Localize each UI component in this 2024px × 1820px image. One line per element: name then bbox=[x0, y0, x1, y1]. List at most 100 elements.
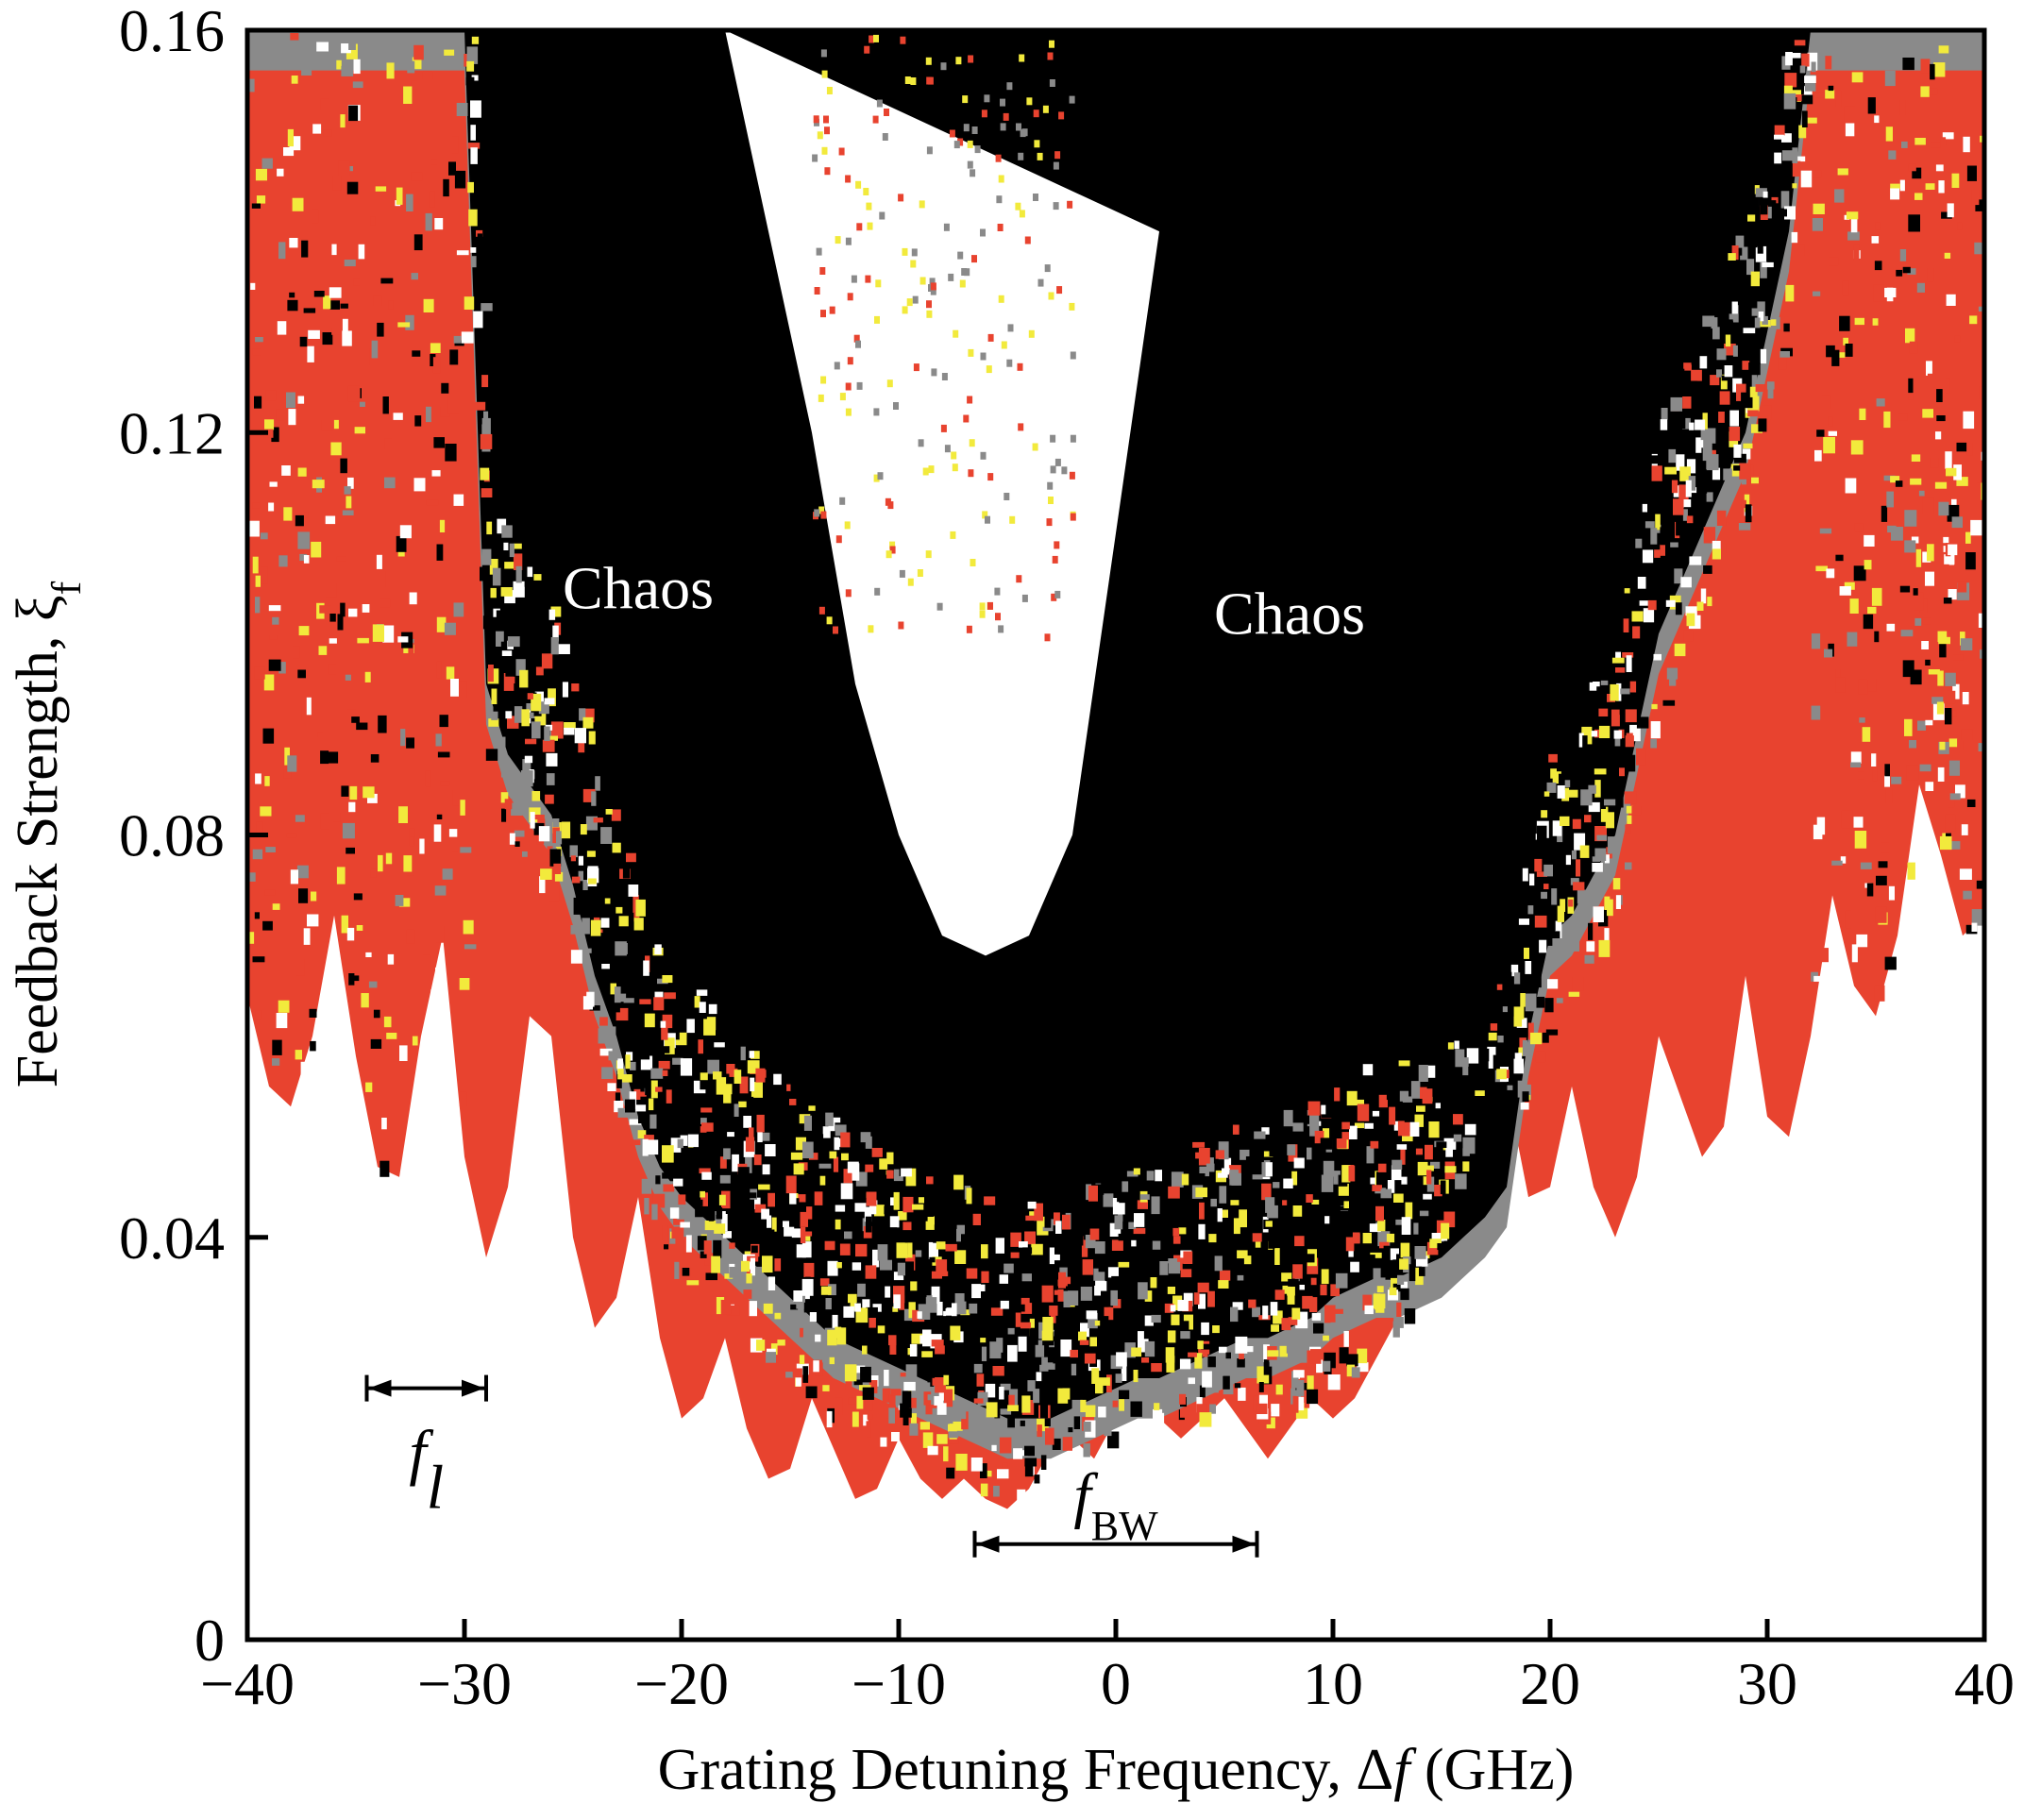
speckle bbox=[1118, 1261, 1130, 1268]
speckle bbox=[1112, 1400, 1119, 1407]
speckle bbox=[1316, 1359, 1323, 1373]
speckle bbox=[1230, 1200, 1240, 1205]
speckle bbox=[1710, 375, 1720, 386]
speckle bbox=[1936, 701, 1945, 715]
speckle bbox=[1010, 1252, 1020, 1258]
speckle bbox=[377, 322, 384, 337]
speckle bbox=[1556, 792, 1563, 807]
speckle bbox=[1122, 1181, 1129, 1192]
speckle bbox=[855, 1132, 863, 1138]
speckle bbox=[1054, 458, 1061, 466]
speckle bbox=[1258, 1141, 1266, 1150]
speckle bbox=[1524, 947, 1529, 959]
speckle bbox=[711, 1255, 720, 1273]
speckle bbox=[1619, 709, 1629, 716]
speckle bbox=[1694, 514, 1700, 520]
speckle bbox=[1732, 345, 1738, 357]
speckle bbox=[801, 1278, 814, 1296]
speckle bbox=[911, 1333, 923, 1344]
speckle bbox=[1598, 713, 1606, 729]
speckle bbox=[1787, 104, 1796, 116]
speckle bbox=[1574, 699, 1584, 716]
speckle bbox=[762, 1164, 770, 1175]
speckle bbox=[283, 147, 295, 157]
speckle bbox=[1914, 138, 1926, 145]
speckle bbox=[890, 1255, 897, 1271]
speckle bbox=[987, 333, 994, 342]
speckle bbox=[1429, 1239, 1442, 1249]
speckle bbox=[514, 543, 522, 549]
speckle bbox=[545, 794, 554, 804]
speckle bbox=[340, 114, 346, 128]
speckle bbox=[358, 244, 365, 260]
speckle bbox=[847, 1161, 859, 1173]
speckle bbox=[617, 1069, 624, 1080]
speckle bbox=[1660, 527, 1669, 546]
speckle bbox=[704, 1253, 714, 1266]
speckle bbox=[286, 833, 297, 838]
speckle bbox=[287, 299, 298, 312]
speckle bbox=[1963, 411, 1975, 430]
speckle bbox=[1896, 269, 1903, 277]
speckle bbox=[872, 115, 879, 124]
speckle bbox=[523, 746, 532, 753]
speckle bbox=[1239, 1352, 1244, 1359]
speckle bbox=[1429, 1161, 1441, 1169]
speckle bbox=[834, 1137, 840, 1151]
speckle bbox=[467, 143, 481, 149]
speckle bbox=[985, 515, 990, 524]
speckle bbox=[1557, 785, 1565, 799]
speckle bbox=[498, 736, 506, 752]
speckle bbox=[1939, 835, 1952, 851]
speckle bbox=[1598, 708, 1609, 716]
speckle bbox=[1225, 1352, 1231, 1359]
speckle-texture bbox=[248, 33, 1984, 1505]
speckle bbox=[906, 298, 913, 307]
speckle bbox=[999, 1437, 1012, 1454]
speckle bbox=[533, 574, 542, 581]
speckle bbox=[844, 521, 851, 530]
speckle bbox=[1725, 320, 1733, 332]
speckle bbox=[1265, 1197, 1275, 1213]
speckle bbox=[1969, 315, 1978, 325]
speckle bbox=[1579, 845, 1590, 858]
speckle bbox=[795, 1137, 806, 1151]
speckle bbox=[1000, 123, 1006, 131]
speckle bbox=[1931, 142, 1941, 148]
speckle bbox=[288, 409, 296, 426]
speckle bbox=[635, 899, 646, 917]
speckle bbox=[579, 708, 586, 721]
speckle bbox=[952, 1303, 957, 1317]
speckle bbox=[1279, 1345, 1288, 1357]
speckle bbox=[255, 575, 261, 587]
speckle bbox=[1642, 638, 1650, 654]
speckle bbox=[845, 408, 852, 416]
speckle bbox=[868, 625, 874, 633]
speckle bbox=[1239, 1209, 1247, 1228]
speckle bbox=[278, 1000, 290, 1013]
speckle bbox=[635, 1104, 647, 1112]
speckle bbox=[839, 497, 846, 505]
speckle bbox=[1487, 1046, 1496, 1055]
speckle bbox=[1871, 236, 1880, 244]
speckle bbox=[570, 950, 582, 964]
speckle bbox=[1899, 249, 1907, 261]
speckle bbox=[623, 998, 634, 1003]
speckle bbox=[1839, 586, 1851, 596]
speckle bbox=[1047, 52, 1054, 60]
speckle bbox=[678, 1194, 686, 1206]
speckle bbox=[886, 1152, 894, 1165]
speckle bbox=[1642, 549, 1654, 564]
speckle bbox=[532, 590, 538, 606]
speckle bbox=[1783, 323, 1790, 332]
speckle bbox=[1651, 465, 1662, 481]
speckle bbox=[1139, 1194, 1150, 1200]
speckle bbox=[716, 1297, 725, 1315]
speckle bbox=[414, 415, 422, 427]
speckle bbox=[249, 932, 255, 944]
speckle bbox=[1273, 1310, 1283, 1324]
speckle bbox=[1938, 45, 1949, 54]
speckle bbox=[329, 300, 340, 310]
speckle bbox=[1053, 202, 1059, 211]
speckle bbox=[1437, 1243, 1449, 1251]
